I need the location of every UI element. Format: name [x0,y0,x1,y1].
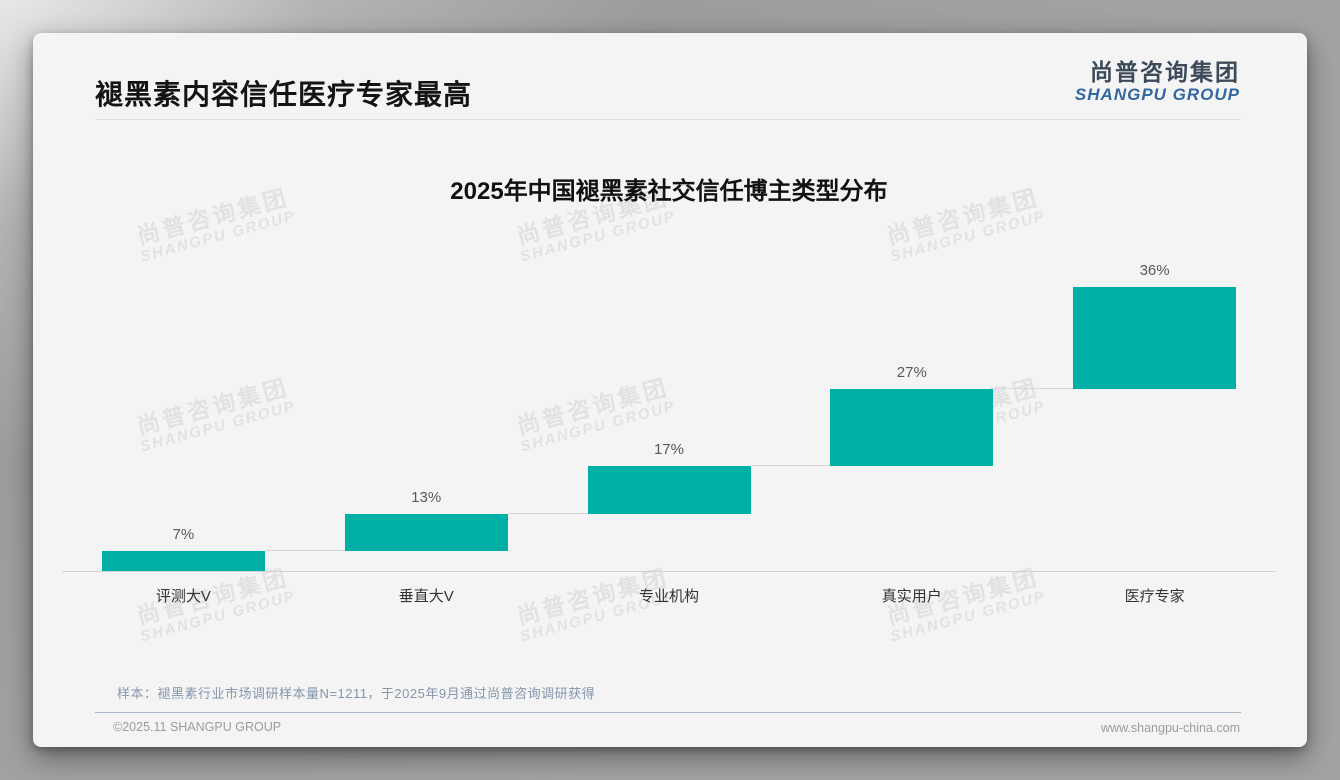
watermark-english-text: SHANGPU GROUP [518,207,678,266]
waterfall-bar [830,389,994,466]
footer-copyright: ©2025.11 SHANGPU GROUP [113,720,282,734]
bar-value-label: 27% [896,364,927,382]
x-axis-category-label: 医疗专家 [1124,588,1185,605]
chart-title: 2025年中国褪黑素社交信任博主类型分布 [450,178,888,205]
waterfall-bar [587,465,751,515]
footer-website: www.shangpu-china.com [1101,721,1240,735]
bar-value-label: 36% [1139,262,1170,279]
waterfall-bar [344,514,508,552]
x-axis-category-label: 真实用户 [881,588,942,605]
footer-divider [95,712,1241,713]
title-divider [95,119,1241,120]
x-axis-category-label: 专业机构 [638,588,699,605]
step-connector-line [993,388,1074,390]
company-logo: 尚普咨询集团 SHANGPU GROUP [1075,59,1240,105]
bar-value-label: 13% [411,489,442,507]
step-connector-line [264,550,345,552]
watermark-english-text: SHANGPU GROUP [888,207,1048,266]
step-connector-line [750,464,831,466]
x-axis-category-label: 垂直大V [398,588,454,605]
sample-source-note: 样本：褪黑素行业市场调研样本量N=1211，于2025年9月通过尚普咨询调研获得 [117,686,596,701]
logo-chinese-text: 尚普咨询集团 [1090,59,1240,85]
bar-value-label: 7% [172,526,195,544]
waterfall-bar [1073,287,1237,390]
step-connector-line [507,513,588,515]
logo-english-text: SHANGPU GROUP [1074,85,1240,105]
waterfall-bar [101,551,265,571]
watermark-english-text: SHANGPU GROUP [138,207,298,266]
bar-value-label: 17% [653,440,684,458]
waterfall-plot: 7% 评测大V 13% 垂直大V 17% 专业机构 27% 真实用户 36% 医疗专家 [62,262,1276,605]
slide-card: 尚普咨询集团 SHANGPU GROUP 尚普咨询集团 SHANGPU GROUP 尚普… [33,33,1307,747]
page-title: 褪黑素内容信任医疗专家最高 [95,79,473,110]
x-axis-category-label: 评测大V [155,588,211,605]
